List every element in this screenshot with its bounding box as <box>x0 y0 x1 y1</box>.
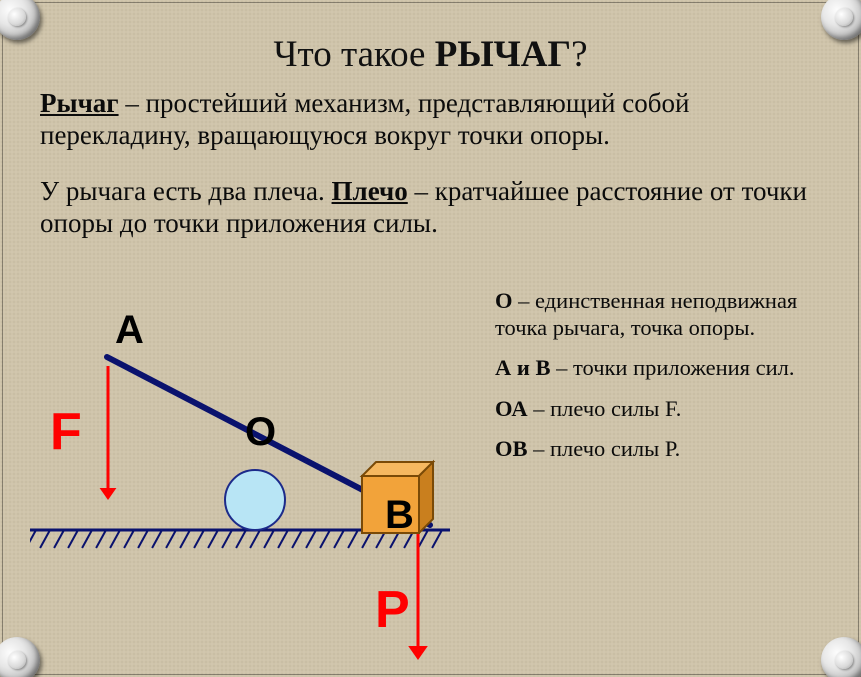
diagram-label-B: В <box>385 493 414 538</box>
pushpin-icon <box>0 0 40 40</box>
pushpin-icon <box>821 0 861 40</box>
def-OB: ОВ – плечо силы Р. <box>495 436 821 463</box>
diagram-label-A: А <box>115 308 144 353</box>
pushpin-icon <box>821 637 861 677</box>
diagram-label-P: Р <box>375 580 410 640</box>
term-arm: Плечо <box>332 176 408 206</box>
page-title: Что такое РЫЧАГ? <box>40 33 821 76</box>
title-post: ? <box>571 34 587 75</box>
title-pre: Что такое <box>273 34 434 75</box>
lever-diagram: А О В F Р <box>30 300 490 660</box>
term-lever: Рычаг <box>40 88 119 118</box>
diagram-label-F: F <box>50 402 82 462</box>
def-OA: ОА – плечо силы F. <box>495 396 821 423</box>
legend-definitions: О – единственная неподвижная точка рычаг… <box>495 288 821 477</box>
slide-stage: Что такое РЫЧАГ? Рычаг – простейший меха… <box>0 0 861 677</box>
text-content: Что такое РЫЧАГ? Рычаг – простейший меха… <box>40 33 821 263</box>
diagram-label-O: О <box>245 410 276 455</box>
def-O: О – единственная неподвижная точка рычаг… <box>495 288 821 341</box>
arm-pre: У рычага есть два плеча. <box>40 176 332 206</box>
title-bold: РЫЧАГ <box>435 34 571 75</box>
def-AB: А и В – точки приложения сил. <box>495 355 821 382</box>
definition-lever: Рычаг – простейший механизм, представляю… <box>40 88 821 152</box>
term-lever-rest: – простейший механизм, представляющий со… <box>40 88 689 150</box>
definition-arm: У рычага есть два плеча. Плечо – кратчай… <box>40 176 821 240</box>
